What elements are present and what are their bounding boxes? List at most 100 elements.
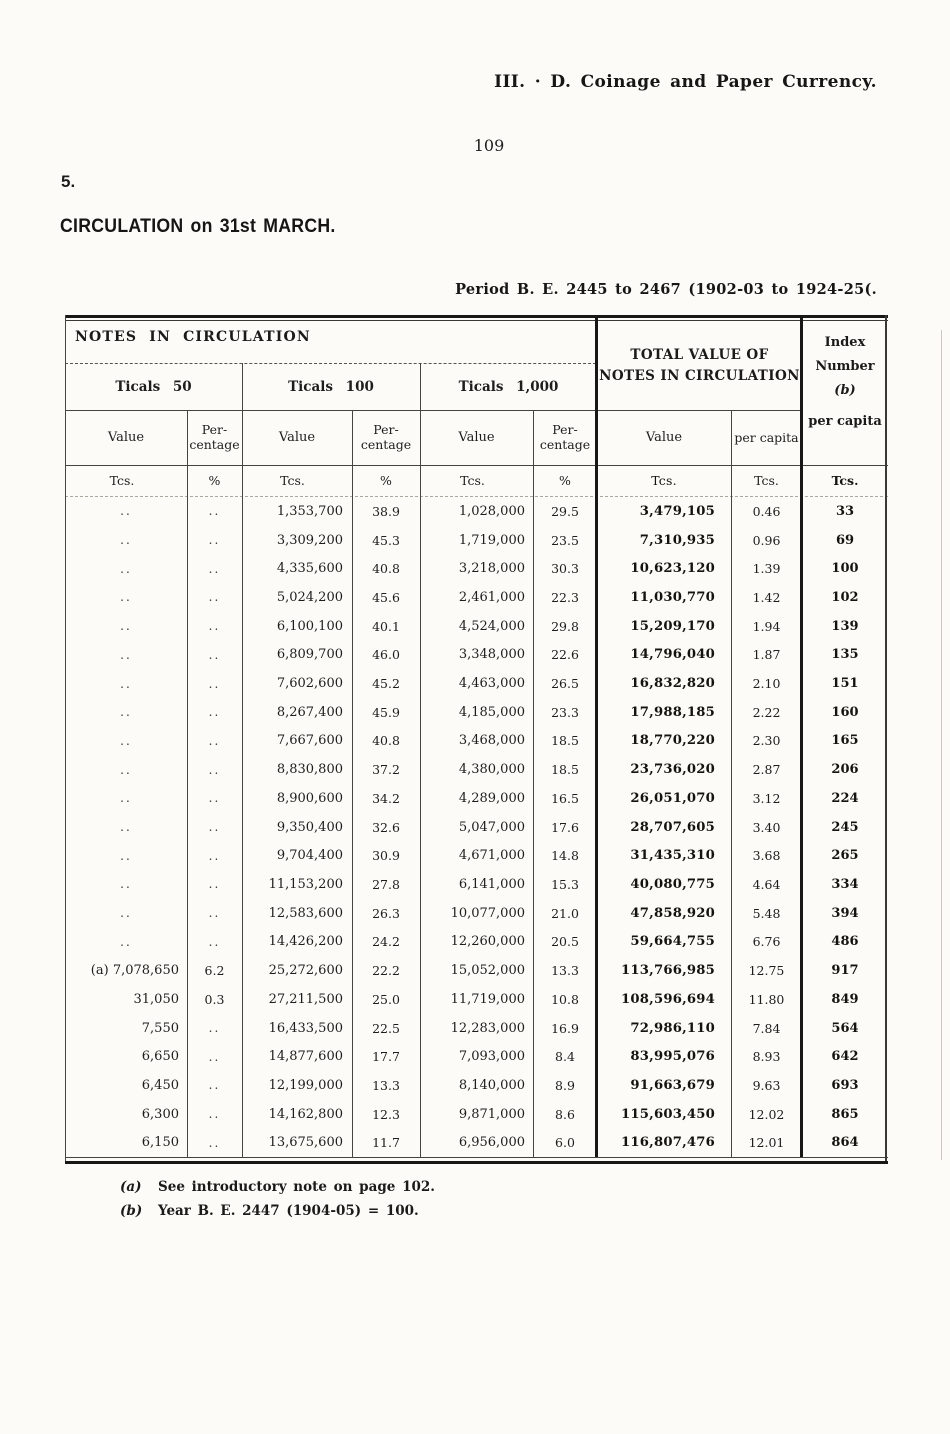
ticals100-percentage-cell: 45.2	[372, 676, 400, 692]
ticals100-value-cell: 14,162,800	[268, 1106, 343, 1122]
table-rule-top-thick	[65, 315, 888, 318]
ticals50-percentage-cell: ..	[208, 1049, 221, 1064]
footnote-a: (a) See introductory note on page 102.	[120, 1178, 435, 1196]
per-capita-cell: 4.64	[752, 876, 781, 892]
ticals50-value-cell: ..	[120, 590, 132, 605]
ticals50-percentage-cell: ..	[208, 934, 221, 949]
index-number-cell: 265	[831, 848, 859, 864]
ticals1000-percentage-cell: 16.9	[551, 1020, 579, 1036]
total-value-cell: 17,988,185	[630, 704, 715, 720]
ticals50-value-cell: ..	[120, 619, 132, 634]
ticals1000-value-cell: 6,956,000	[458, 1135, 525, 1151]
ticals1000-value-cell: 9,871,000	[458, 1106, 525, 1122]
ticals100-value-cell: 11,153,200	[268, 876, 343, 892]
ticals100-percentage-cell: 22.5	[372, 1020, 400, 1036]
ticals1000-percentage-cell: 6.0	[555, 1135, 575, 1151]
ticals50-percentage-cell: ..	[208, 647, 221, 662]
total-per-capita-label: per capita	[734, 430, 799, 445]
ticals100-percentage-cell: 26.3	[372, 905, 400, 921]
ticals100-value-cell: 9,350,400	[276, 819, 343, 835]
ticals1000-value-cell: 3,218,000	[458, 561, 525, 577]
index-number-cell: 693	[831, 1077, 859, 1093]
index-number-cell: 642	[831, 1049, 859, 1065]
divider-t50-value-pct	[187, 410, 188, 1157]
ticals1000-percentage-cell: 8.4	[555, 1049, 575, 1065]
table-row: .. .. 12,583,600 26.3 10,077,000 21.0 47…	[65, 899, 888, 928]
ticals50-value-cell: (a) 7,078,650	[90, 963, 179, 979]
ticals50-percentage-cell: ..	[208, 848, 221, 863]
ticals1000-percentage-cell: 16.5	[551, 790, 579, 806]
ticals1000-percentage-cell: 22.3	[551, 589, 579, 605]
t50-value-label: Value	[107, 430, 145, 445]
unit-cell: Tcs.	[831, 473, 859, 488]
index-number-cell: 394	[831, 905, 859, 921]
ticals50-value-cell: ..	[120, 733, 132, 748]
total-value-cell: 47,858,920	[630, 905, 715, 921]
index-number-cell: 849	[831, 991, 859, 1007]
unit-cell: Tcs.	[280, 473, 305, 488]
ticals100-percentage-cell: 37.2	[372, 762, 400, 778]
ticals100-percentage-cell: 27.8	[372, 876, 400, 892]
total-value-cell: 108,596,694	[621, 991, 715, 1007]
ticals100-percentage-cell: 17.7	[372, 1049, 400, 1065]
page-number: 109	[473, 136, 505, 155]
per-capita-cell: 11.80	[748, 991, 785, 1007]
divider-t1000-value-pct	[533, 410, 534, 1157]
table-row: .. .. 8,900,600 34.2 4,289,000 16.5 26,0…	[65, 784, 888, 813]
index-number-cell: 33	[835, 503, 855, 519]
index-number-cell: 139	[831, 618, 859, 634]
ticals100-percentage-cell: 25.0	[372, 991, 400, 1007]
index-number-cell: 334	[831, 876, 859, 892]
percentage-label-line1: Per-	[373, 422, 399, 438]
total-value-cell: 72,986,110	[630, 1020, 715, 1036]
total-value-cell: 28,707,605	[630, 819, 715, 835]
divider-total-index-thick	[800, 315, 803, 1157]
ticals100-value-cell: 3,309,200	[276, 532, 343, 548]
page-edge-line	[941, 330, 942, 1160]
total-value-cell: 3,479,105	[639, 503, 715, 519]
divider-t100-t1000	[420, 363, 421, 1157]
ticals100-percentage-cell: 40.1	[372, 618, 400, 634]
unit-cell: %	[380, 473, 392, 488]
ticals1000-percentage-cell: 20.5	[551, 934, 579, 950]
index-number-cell: 917	[831, 963, 859, 979]
table-row: .. .. 6,100,100 40.1 4,524,000 29.8 15,2…	[65, 612, 888, 641]
ticals1000-value-cell: 4,463,000	[458, 676, 525, 692]
ticals50-percentage-cell: 0.3	[204, 991, 225, 1007]
total-value-cell: 15,209,170	[630, 618, 715, 634]
units-row: Tcs. % Tcs. % Tcs. % Tcs. Tcs. Tcs.	[65, 465, 888, 496]
ticals50-value-cell: ..	[120, 561, 132, 576]
table-row: .. .. 9,350,400 32.6 5,047,000 17.6 28,7…	[65, 813, 888, 842]
ticals50-percentage-cell: ..	[208, 1078, 221, 1093]
ticals1000-percentage-cell: 30.3	[551, 561, 579, 577]
index-number-cell: 224	[831, 790, 859, 806]
ticals100-percentage-cell: 12.3	[372, 1106, 400, 1122]
ticals1000-value-cell: 4,289,000	[458, 790, 525, 806]
ticals50-value-cell: ..	[120, 848, 132, 863]
per-capita-cell: 5.48	[752, 905, 781, 921]
table-rule-bottom-thin	[65, 1157, 888, 1158]
total-value-cell: 23,736,020	[630, 762, 715, 778]
ticals100-percentage-cell: 38.9	[372, 503, 400, 519]
index-number-cell: 564	[831, 1020, 859, 1036]
per-capita-cell: 12.01	[748, 1135, 785, 1151]
percentage-label-line1: Per-	[552, 422, 578, 438]
ticals50-value-cell: ..	[120, 647, 132, 662]
footnote-b-text: Year B. E. 2447 (1904-05) = 100.	[158, 1203, 419, 1219]
ticals1000-value-cell: 3,468,000	[458, 733, 525, 749]
ticals100-percentage-cell: 34.2	[372, 790, 400, 806]
total-value-header-line1: TOTAL VALUE OF	[630, 347, 769, 364]
ticals100-percentage-cell: 13.3	[372, 1077, 400, 1093]
t1000-percentage-label: Per- centage	[533, 410, 597, 465]
ticals1000-percentage-cell: 17.6	[551, 819, 579, 835]
unit-cell: Tcs.	[651, 473, 677, 488]
t1000-value-label: Value	[458, 430, 495, 445]
ticals100-value-cell: 14,426,200	[268, 934, 343, 950]
rule-above-units-row	[65, 465, 888, 466]
percentage-label-line2: centage	[189, 436, 240, 452]
index-number-cell: 165	[831, 733, 859, 749]
ticals1000-percentage-cell: 23.5	[551, 532, 579, 548]
total-value-cell: 18,770,220	[630, 733, 715, 749]
index-header-footnote-ref: (b)	[834, 383, 856, 398]
t100-value-label: Value	[278, 430, 316, 445]
